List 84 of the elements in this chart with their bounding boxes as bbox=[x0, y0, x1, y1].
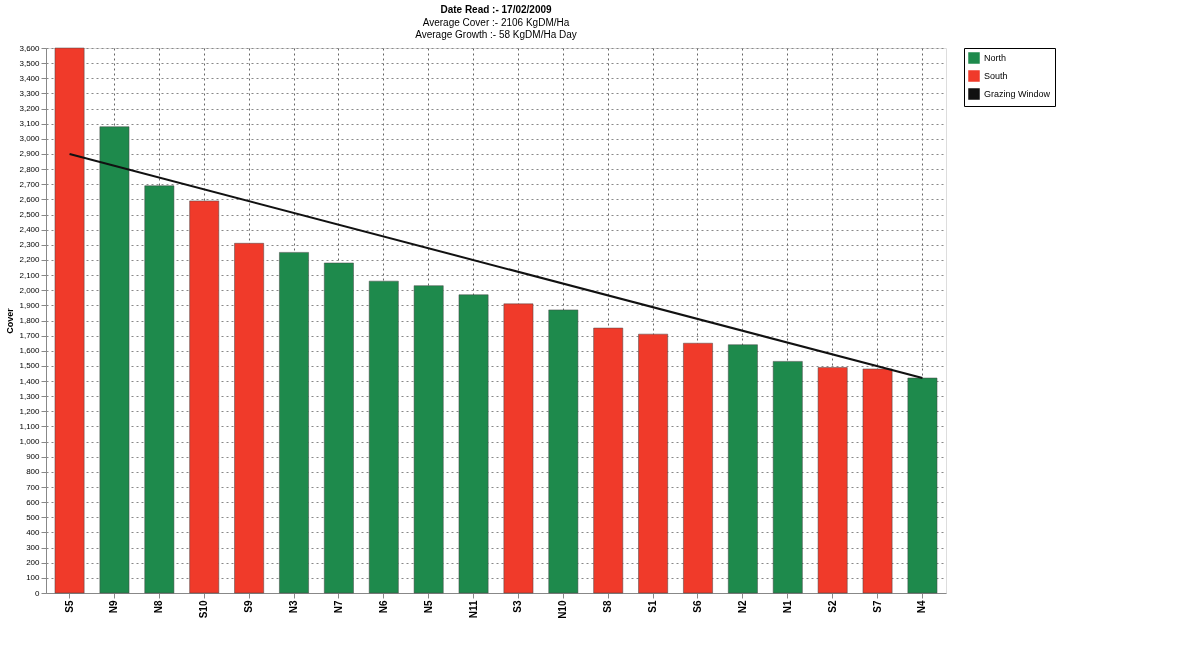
y-tick-label: 1,600 bbox=[19, 346, 41, 356]
bar bbox=[368, 280, 399, 594]
x-tick-label: N1 bbox=[781, 600, 793, 614]
x-tick-label: S9 bbox=[243, 600, 255, 613]
x-tick-label: S8 bbox=[602, 600, 614, 613]
legend-label: Grazing Window bbox=[984, 89, 1051, 99]
bar bbox=[324, 262, 354, 594]
y-tick-label: 600 bbox=[26, 497, 41, 507]
y-axis-title: Cover bbox=[5, 307, 16, 334]
y-tick-label: 1,800 bbox=[19, 316, 41, 325]
bar bbox=[862, 368, 893, 594]
x-tick-label: N2 bbox=[736, 600, 748, 614]
y-tick-label: 1,900 bbox=[19, 300, 41, 310]
legend-label: North bbox=[984, 53, 1007, 63]
y-tick-label: 3,000 bbox=[19, 134, 41, 144]
bar bbox=[279, 252, 309, 594]
y-tick-label: 2,500 bbox=[19, 210, 41, 220]
y-tick-label: 2,100 bbox=[19, 270, 41, 280]
x-tick-label: N7 bbox=[332, 600, 344, 614]
y-tick-label: 300 bbox=[26, 543, 41, 553]
y-tick-label: 1,500 bbox=[19, 361, 41, 371]
y-tick-label: 1,700 bbox=[19, 331, 41, 341]
y-tick-label: 2,400 bbox=[19, 225, 41, 235]
x-tick-label: N11 bbox=[467, 600, 479, 619]
y-tick-label: 2,900 bbox=[19, 149, 41, 159]
x-tick-label: S10 bbox=[198, 600, 210, 619]
y-tick-label: 3,400 bbox=[19, 73, 41, 83]
bar bbox=[413, 285, 444, 594]
bar bbox=[503, 303, 534, 594]
chart-title: Date Read :- 17/02/2009 bbox=[440, 4, 553, 15]
legend-label: South bbox=[984, 71, 1008, 81]
y-tick-label: 1,400 bbox=[19, 376, 41, 386]
y-tick-label: 200 bbox=[26, 558, 41, 568]
y-tick-label: 3,100 bbox=[19, 119, 41, 129]
y-tick-label: 400 bbox=[26, 527, 41, 537]
x-tick-label: N10 bbox=[557, 600, 569, 619]
bar bbox=[189, 200, 220, 594]
bar bbox=[907, 377, 938, 594]
x-tick-label: S1 bbox=[647, 600, 659, 613]
x-tick-label: N9 bbox=[108, 600, 120, 614]
y-tick-label: 2,700 bbox=[19, 179, 41, 189]
bar bbox=[54, 47, 85, 594]
text: Average Growth :- 58 KgDM/Ha Day bbox=[415, 29, 577, 40]
y-tick-label: 2,200 bbox=[19, 255, 41, 265]
y-tick-label: 700 bbox=[26, 482, 41, 492]
y-tick-label: 500 bbox=[26, 512, 41, 522]
y-tick-label: 900 bbox=[26, 452, 41, 462]
text: Average Cover :- 2106 KgDM/Ha bbox=[422, 17, 570, 28]
bar bbox=[548, 309, 579, 594]
x-tick-label: S7 bbox=[871, 600, 883, 613]
x-tick-label: N6 bbox=[377, 600, 389, 614]
bar bbox=[683, 342, 713, 594]
y-tick-label: 2,300 bbox=[19, 240, 41, 250]
y-tick-label: 1,200 bbox=[19, 406, 41, 416]
y-tick-label: 3,600 bbox=[19, 43, 41, 53]
x-tick-label: S6 bbox=[691, 600, 703, 613]
bar bbox=[99, 126, 130, 594]
y-tick-label: 0 bbox=[35, 588, 41, 598]
x-tick-label: N3 bbox=[288, 600, 300, 614]
bar bbox=[772, 361, 803, 594]
bar bbox=[458, 294, 489, 594]
bar bbox=[638, 333, 668, 594]
x-tick-label: N4 bbox=[916, 600, 928, 614]
y-tick-label: 100 bbox=[26, 573, 41, 583]
y-tick-label: 2,000 bbox=[19, 285, 41, 295]
y-tick-label: 1,000 bbox=[19, 437, 41, 447]
y-tick-label: 800 bbox=[26, 467, 41, 477]
x-tick-label: S3 bbox=[512, 600, 524, 613]
x-tick-label: S2 bbox=[826, 600, 838, 613]
y-tick-label: 3,500 bbox=[19, 58, 41, 68]
bar bbox=[144, 185, 175, 594]
y-tick-label: 3,300 bbox=[19, 88, 41, 98]
y-tick-label: 3,200 bbox=[19, 104, 41, 114]
y-tick-label: 2,800 bbox=[19, 164, 41, 174]
bar bbox=[817, 367, 848, 594]
bar bbox=[234, 243, 264, 594]
y-tick-label: 1,100 bbox=[19, 421, 41, 431]
x-tick-label: N5 bbox=[422, 600, 434, 614]
bar bbox=[593, 327, 624, 594]
x-tick-label: S5 bbox=[63, 600, 75, 613]
x-tick-label: N8 bbox=[153, 600, 165, 614]
bar bbox=[728, 344, 758, 594]
y-tick-label: 1,300 bbox=[19, 391, 41, 401]
y-tick-label: 2,600 bbox=[19, 194, 41, 204]
